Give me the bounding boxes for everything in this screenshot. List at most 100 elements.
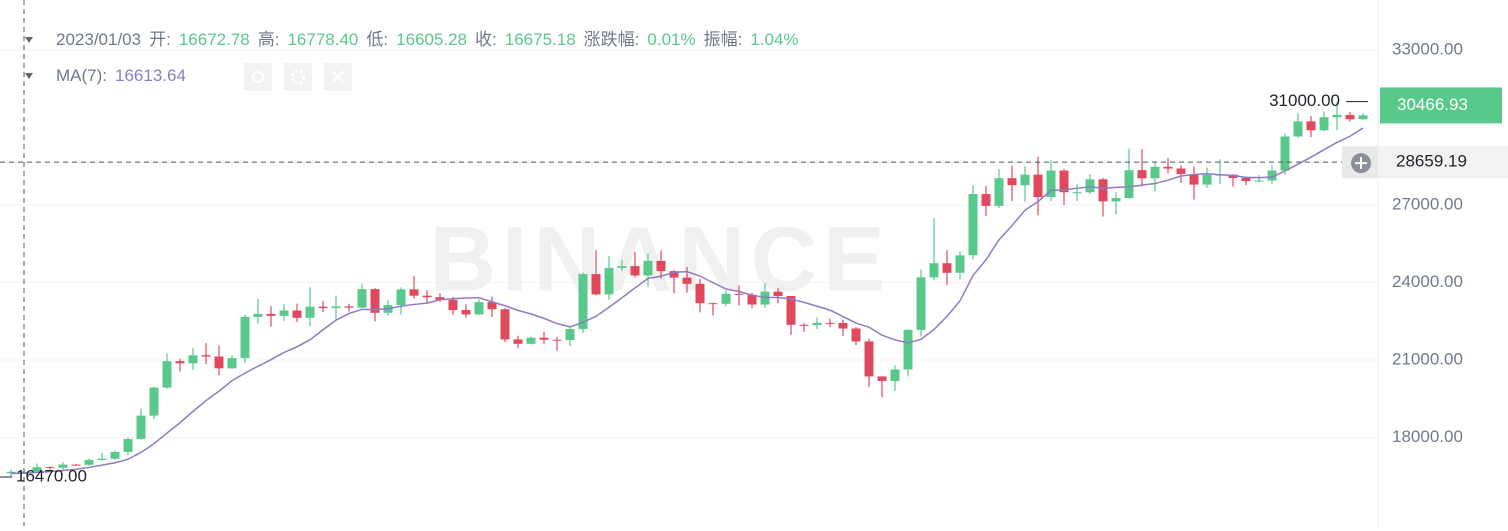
candle-body bbox=[1176, 168, 1186, 175]
candle-body bbox=[929, 263, 939, 278]
candle-body bbox=[747, 294, 757, 305]
plot bbox=[6, 101, 1368, 477]
candle-body bbox=[227, 358, 237, 369]
candle-body bbox=[253, 313, 263, 317]
last-price-label: 30466.93 bbox=[1397, 95, 1468, 114]
candle-body bbox=[994, 178, 1004, 206]
candle-body bbox=[1111, 198, 1121, 202]
candle-body bbox=[175, 361, 185, 364]
header: 2023/01/03 开: 16672.78 高: 16778.40 低: 16605.28… bbox=[56, 30, 799, 49]
candle-body bbox=[1007, 178, 1017, 186]
watermark: BINANCE bbox=[429, 208, 890, 310]
candle-body bbox=[1137, 170, 1147, 179]
header-label: 涨跌幅: bbox=[584, 30, 640, 49]
header-value: 16672.78 bbox=[179, 30, 250, 49]
candle-body bbox=[591, 274, 601, 295]
candle-body bbox=[942, 263, 952, 273]
candle-body bbox=[786, 296, 796, 325]
candle-body bbox=[318, 306, 328, 309]
candle-body bbox=[435, 297, 445, 300]
candle-body bbox=[448, 299, 458, 311]
candle-body bbox=[617, 266, 627, 268]
candle-body bbox=[968, 194, 978, 256]
candle-body bbox=[916, 277, 926, 330]
candle-body bbox=[1228, 174, 1238, 179]
header-label: 开: bbox=[149, 30, 171, 49]
candle-body bbox=[682, 277, 692, 284]
candle-body bbox=[487, 302, 497, 310]
y-tick-label: 24000.00 bbox=[1392, 272, 1463, 291]
candle-body bbox=[331, 306, 341, 309]
close-icon bbox=[331, 70, 345, 84]
candle-body bbox=[1345, 114, 1355, 120]
gear-icon bbox=[290, 69, 306, 85]
candle-body bbox=[97, 458, 107, 461]
candle-body bbox=[1319, 117, 1329, 131]
candle-body bbox=[513, 339, 523, 344]
min-label: 16470.00 bbox=[16, 466, 87, 485]
candle-body bbox=[669, 271, 679, 278]
candle-body bbox=[500, 309, 510, 340]
candle-body bbox=[630, 266, 640, 276]
y-tick-label: 21000.00 bbox=[1392, 349, 1463, 368]
y-tick-label: 18000.00 bbox=[1392, 427, 1463, 446]
header-label: 高: bbox=[258, 30, 280, 49]
candle-body bbox=[110, 451, 120, 459]
candle-body bbox=[1267, 170, 1277, 181]
candle-body bbox=[1150, 166, 1160, 179]
candle-body bbox=[877, 376, 887, 381]
candle-body bbox=[136, 415, 146, 439]
eye-icon bbox=[252, 71, 264, 83]
candle-body bbox=[708, 303, 718, 305]
candle-body bbox=[799, 324, 809, 326]
candle-body bbox=[1358, 115, 1368, 120]
candle-body bbox=[240, 316, 250, 359]
collapse-icon[interactable] bbox=[25, 37, 33, 43]
header-value: 16778.40 bbox=[287, 30, 358, 49]
candle-body bbox=[1293, 121, 1303, 137]
candle-body bbox=[1085, 179, 1095, 193]
eye-button[interactable] bbox=[244, 63, 272, 91]
candle-body bbox=[1306, 121, 1316, 131]
ma-value: 16613.64 bbox=[115, 66, 186, 85]
candle-body bbox=[643, 260, 653, 276]
candle-body bbox=[279, 310, 289, 316]
candle-body bbox=[201, 355, 211, 357]
candle-body bbox=[188, 355, 198, 364]
crosshair-label: 28659.19 bbox=[1396, 152, 1467, 171]
ma-line bbox=[10, 127, 1364, 475]
candle-body bbox=[6, 471, 16, 473]
candle-body bbox=[812, 322, 822, 325]
header-value: 0.01% bbox=[647, 30, 695, 49]
ma-legend: MA(7): 16613.64 bbox=[56, 66, 186, 85]
candle-body bbox=[461, 310, 471, 315]
candle-body bbox=[864, 341, 874, 377]
candle-body bbox=[539, 337, 549, 340]
candle-body bbox=[825, 322, 835, 324]
max-label: 31000.00 bbox=[1269, 91, 1340, 110]
candle-body bbox=[1202, 174, 1212, 185]
candle-body bbox=[1020, 174, 1030, 186]
ma-label: MA(7): bbox=[56, 66, 107, 85]
candle-body bbox=[851, 328, 861, 342]
settings-button[interactable] bbox=[284, 63, 312, 91]
y-tick-label: 27000.00 bbox=[1392, 194, 1463, 213]
candle-body bbox=[695, 283, 705, 304]
collapse-icon[interactable] bbox=[25, 73, 33, 79]
candle-body bbox=[526, 337, 536, 344]
candle-body bbox=[903, 329, 913, 370]
candle-body bbox=[552, 339, 562, 341]
header-date: 2023/01/03 bbox=[56, 30, 141, 49]
candle-body bbox=[357, 289, 367, 308]
candle-body bbox=[149, 387, 159, 416]
candle-body bbox=[123, 438, 133, 452]
candle-body bbox=[1072, 192, 1082, 194]
candle-body bbox=[344, 306, 354, 308]
header-label: 振幅: bbox=[704, 30, 743, 49]
candle-body bbox=[656, 260, 666, 272]
candle-body bbox=[45, 467, 55, 469]
candle-body bbox=[734, 293, 744, 295]
candle-body bbox=[422, 295, 432, 298]
candle-body bbox=[32, 467, 42, 472]
candle-body bbox=[1241, 178, 1251, 182]
